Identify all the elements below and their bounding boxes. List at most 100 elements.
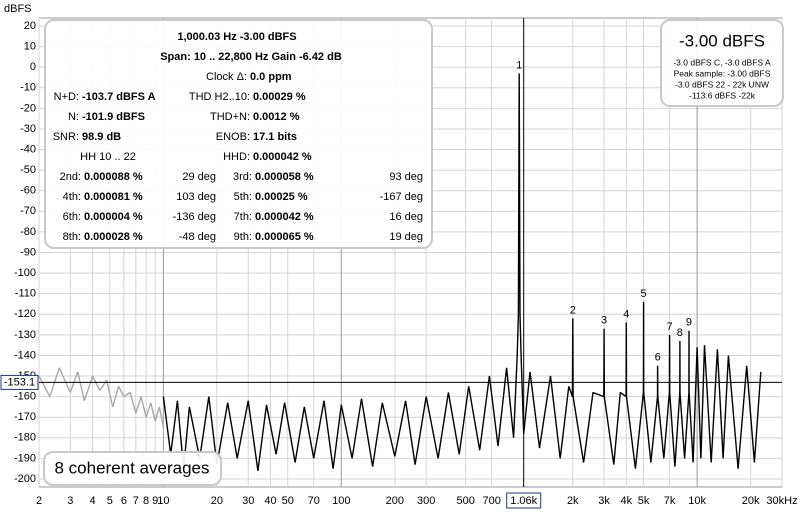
x-tick-label: 7k bbox=[664, 495, 676, 507]
stat-label: SNR: bbox=[53, 131, 79, 143]
stat-label: N+D: bbox=[54, 91, 79, 103]
y-tick-label: -10 bbox=[20, 82, 36, 94]
stat-label: THD H2..10: bbox=[189, 91, 250, 103]
harmonic-name: 6th: bbox=[63, 211, 81, 223]
y-tick-label: 20 bbox=[24, 20, 36, 32]
harmonic-value: 0.000088 % bbox=[84, 171, 143, 183]
harmonic-name: 5th: bbox=[234, 191, 252, 203]
y-tick-label: -170 bbox=[14, 411, 36, 423]
harmonic-label: 9 bbox=[686, 317, 692, 329]
x-tick-label: 8 bbox=[143, 495, 149, 507]
x-tick-label: 2k bbox=[567, 495, 579, 507]
x-tick-label: 500 bbox=[456, 495, 474, 507]
stat-value: -103.7 dBFS A bbox=[82, 91, 156, 103]
harmonic-phase: 103 deg bbox=[176, 191, 216, 203]
x-tick-label: 7 bbox=[133, 495, 139, 507]
harmonic-value: 0.00025 % bbox=[255, 191, 308, 203]
x-tick-label: 40 bbox=[264, 495, 276, 507]
harmonic-label: 3 bbox=[601, 315, 607, 327]
cursor-x-box bbox=[506, 492, 542, 509]
harmonic-label: 5 bbox=[640, 288, 646, 300]
y-tick-label: -200 bbox=[14, 473, 36, 485]
harmonic-label: 2 bbox=[570, 304, 576, 316]
stat-label: N: bbox=[68, 111, 79, 123]
level-main: -3.00 dBFS bbox=[679, 31, 765, 50]
level-line: -3.0 dBFS C, -3.0 dBFS A bbox=[673, 57, 771, 67]
y-tick-label: -110 bbox=[15, 288, 36, 300]
averages-box bbox=[43, 451, 222, 486]
harmonic-name: 3rd: bbox=[233, 171, 252, 183]
y-tick-label: -140 bbox=[14, 349, 36, 361]
harmonic-value: 0.000004 % bbox=[84, 211, 143, 223]
clock-label: Clock Δ: bbox=[206, 71, 247, 83]
harmonic-name: 2nd: bbox=[60, 171, 81, 183]
harmonic-value: 0.000058 % bbox=[255, 171, 314, 183]
harmonic-label: 6 bbox=[655, 352, 661, 364]
y-tick-label: -70 bbox=[20, 205, 36, 217]
harmonic-phase: 93 deg bbox=[389, 171, 423, 183]
y-tick-label: -190 bbox=[14, 452, 36, 464]
level-line: -3.0 dBFS 22 - 22k UNW bbox=[675, 79, 769, 89]
level-box bbox=[660, 19, 784, 107]
hhd-value: 0.000042 % bbox=[253, 151, 312, 163]
hh-range: HH 10 .. 22 bbox=[80, 151, 136, 163]
harmonic-phase: -48 deg bbox=[179, 231, 216, 243]
stat-value: 98.9 dB bbox=[82, 131, 121, 143]
x-tick-label: 3 bbox=[67, 495, 73, 507]
y-tick-label: -120 bbox=[14, 308, 36, 320]
harmonic-value: 0.000081 % bbox=[84, 191, 143, 203]
harmonic-name: 4th: bbox=[63, 191, 81, 203]
y-tick-label: -30 bbox=[20, 123, 36, 135]
y-tick-label: -160 bbox=[14, 391, 36, 403]
harmonic-name: 9th: bbox=[234, 231, 252, 243]
averages-label: 8 coherent averages bbox=[55, 458, 210, 477]
hhd-label: HHD: bbox=[223, 151, 250, 163]
x-tick-label: 100 bbox=[332, 495, 350, 507]
y-tick-label: -40 bbox=[20, 143, 36, 155]
spectrum-line bbox=[38, 367, 165, 428]
harmonic-value: 0.000042 % bbox=[255, 211, 314, 223]
harmonic-label: 7 bbox=[666, 321, 672, 333]
y-tick-label: -130 bbox=[14, 329, 36, 341]
harmonic-value: 0.000065 % bbox=[255, 231, 314, 243]
x-tick-label: 50 bbox=[282, 495, 294, 507]
x-tick-label: 300 bbox=[417, 495, 435, 507]
stat-value: 0.0012 % bbox=[253, 111, 300, 123]
y-tick-label: -90 bbox=[20, 246, 36, 258]
harmonic-phase: 19 deg bbox=[389, 231, 423, 243]
y-tick-label: -60 bbox=[20, 185, 36, 197]
harmonic-label: 1 bbox=[516, 59, 522, 71]
harmonic-label: 4 bbox=[623, 308, 629, 320]
x-tick-label: 4 bbox=[89, 495, 95, 507]
y-tick-label: 0 bbox=[30, 61, 36, 73]
x-tick-label: 4k bbox=[620, 495, 632, 507]
cursor-x-label: 1.06k bbox=[510, 495, 537, 507]
clock-value: 0.0 ppm bbox=[250, 71, 292, 83]
x-tick-label: 3k bbox=[598, 495, 610, 507]
y-tick-label: -180 bbox=[14, 432, 36, 444]
harmonic-name: 7th: bbox=[234, 211, 252, 223]
panel-header: 1,000.03 Hz -3.00 dBFS bbox=[177, 31, 296, 43]
x-tick-label: 6 bbox=[121, 495, 127, 507]
cursor-y-label: -153.1 bbox=[4, 376, 35, 388]
level-line: Peak sample: -3.00 dBFS bbox=[674, 68, 771, 78]
x-tick-label: 20k bbox=[742, 495, 760, 507]
x-tick-label: 5k bbox=[638, 495, 650, 507]
level-line: -113.6 dBFS -22k bbox=[689, 90, 756, 100]
spectrum-line bbox=[162, 73, 762, 471]
stat-value: -101.9 dBFS bbox=[82, 111, 145, 123]
x-tick-label: 20 bbox=[211, 495, 223, 507]
cursor-y-box bbox=[0, 374, 39, 390]
x-tick-label: 10k bbox=[688, 495, 706, 507]
y-tick-label: -80 bbox=[20, 226, 36, 238]
stat-value: 0.00029 % bbox=[253, 91, 306, 103]
y-tick-label: -100 bbox=[14, 267, 36, 279]
x-tick-label: 2 bbox=[36, 495, 42, 507]
harmonic-phase: -167 deg bbox=[380, 191, 423, 203]
y-axis-label: dBFS bbox=[4, 3, 32, 15]
x-tick-label: 200 bbox=[386, 495, 404, 507]
harmonic-label: 8 bbox=[677, 327, 683, 339]
stat-label: ENOB: bbox=[216, 131, 250, 143]
y-tick-label: -20 bbox=[20, 102, 36, 114]
